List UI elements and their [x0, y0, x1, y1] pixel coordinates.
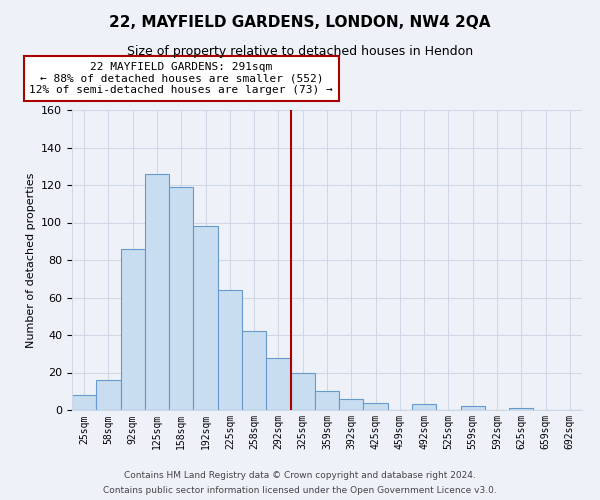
Text: 22 MAYFIELD GARDENS: 291sqm
← 88% of detached houses are smaller (552)
12% of se: 22 MAYFIELD GARDENS: 291sqm ← 88% of det… [29, 62, 333, 95]
Bar [266, 358, 290, 410]
Bar [121, 248, 145, 410]
Bar [72, 395, 96, 410]
Bar [315, 391, 339, 410]
Bar [193, 226, 218, 410]
Bar [364, 402, 388, 410]
Bar [145, 174, 169, 410]
Bar [290, 372, 315, 410]
Bar [412, 404, 436, 410]
Bar [461, 406, 485, 410]
Text: 22, MAYFIELD GARDENS, LONDON, NW4 2QA: 22, MAYFIELD GARDENS, LONDON, NW4 2QA [109, 15, 491, 30]
Bar [96, 380, 121, 410]
Y-axis label: Number of detached properties: Number of detached properties [26, 172, 35, 348]
Bar [169, 187, 193, 410]
Text: Contains public sector information licensed under the Open Government Licence v3: Contains public sector information licen… [103, 486, 497, 495]
Bar [509, 408, 533, 410]
Bar [339, 399, 364, 410]
Bar [242, 331, 266, 410]
Bar [218, 290, 242, 410]
Text: Contains HM Land Registry data © Crown copyright and database right 2024.: Contains HM Land Registry data © Crown c… [124, 471, 476, 480]
Text: Size of property relative to detached houses in Hendon: Size of property relative to detached ho… [127, 45, 473, 58]
